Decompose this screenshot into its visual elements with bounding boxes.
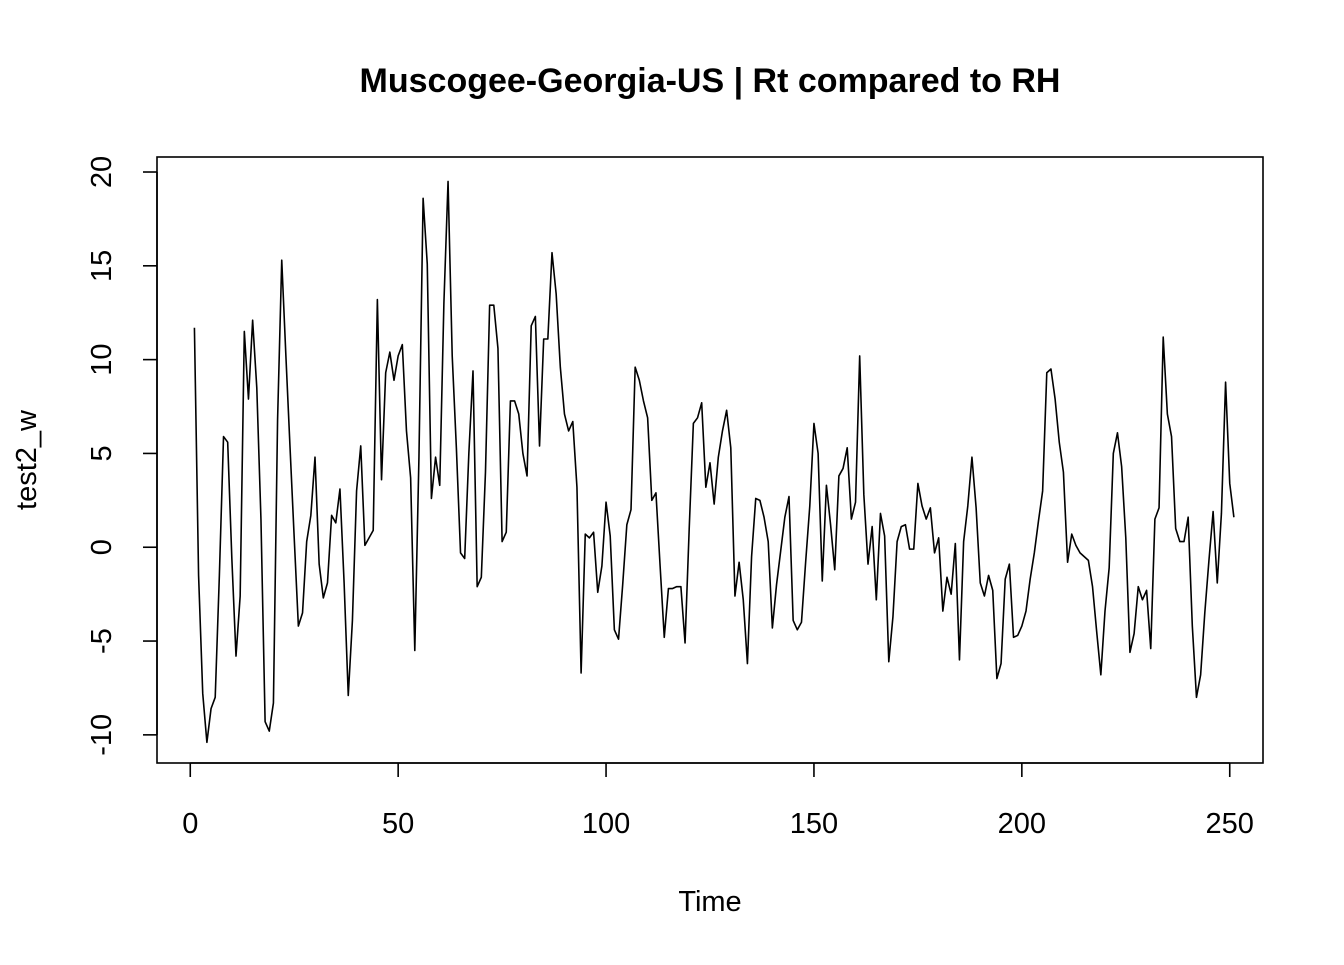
y-tick-label: 20 bbox=[86, 156, 118, 188]
x-tick-label: 0 bbox=[182, 808, 198, 840]
x-tick-label: 50 bbox=[382, 808, 414, 840]
y-tick-label: 0 bbox=[86, 539, 118, 555]
x-axis: 0 50 100 150 200 250 bbox=[182, 762, 1254, 840]
x-tick-label: 200 bbox=[998, 808, 1046, 840]
chart-title: Muscogee-Georgia-US | Rt compared to RH bbox=[360, 62, 1061, 100]
y-tick-label: 15 bbox=[86, 250, 118, 282]
y-axis: -10 -5 0 5 10 15 20 bbox=[86, 156, 158, 756]
y-axis-label: test2_w bbox=[11, 409, 43, 510]
y-tick-label: -5 bbox=[86, 628, 118, 654]
plot-frame bbox=[156, 156, 1264, 764]
x-axis-label: Time bbox=[678, 886, 741, 918]
y-tick-label: 10 bbox=[86, 343, 118, 375]
y-tick-label: -10 bbox=[86, 714, 118, 756]
series-line bbox=[193, 180, 1235, 744]
x-tick-label: 250 bbox=[1206, 808, 1254, 840]
x-tick-label: 150 bbox=[790, 808, 838, 840]
y-tick-label: 5 bbox=[86, 445, 118, 461]
x-tick-label: 100 bbox=[582, 808, 630, 840]
